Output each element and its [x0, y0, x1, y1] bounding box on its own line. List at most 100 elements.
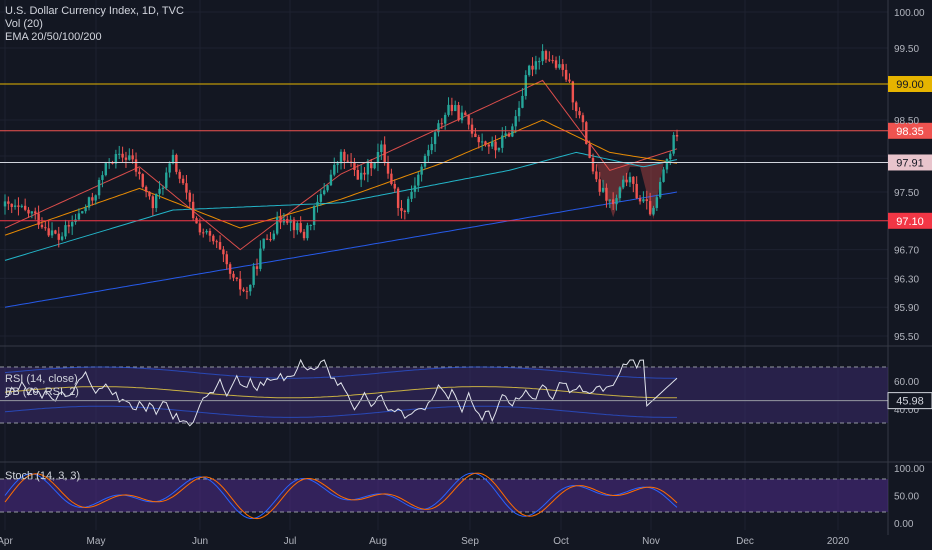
candle[interactable] — [538, 61, 541, 63]
candle[interactable] — [47, 228, 50, 236]
candle[interactable] — [659, 181, 662, 198]
candle[interactable] — [443, 114, 447, 124]
candle[interactable] — [491, 141, 494, 147]
candle[interactable] — [262, 238, 265, 249]
candle[interactable] — [111, 162, 114, 164]
candle[interactable] — [669, 153, 672, 160]
candle[interactable] — [326, 185, 329, 191]
candle[interactable] — [517, 107, 521, 117]
candle[interactable] — [407, 198, 410, 213]
candle[interactable] — [585, 122, 588, 144]
candles[interactable] — [3, 44, 679, 300]
candle[interactable] — [178, 171, 181, 179]
candle[interactable] — [151, 196, 155, 209]
candle[interactable] — [457, 105, 460, 121]
candle[interactable] — [245, 291, 249, 293]
candle[interactable] — [615, 198, 618, 205]
candle[interactable] — [114, 154, 118, 164]
candle[interactable] — [299, 223, 302, 232]
candle[interactable] — [269, 239, 272, 241]
candle[interactable] — [642, 199, 645, 202]
candle[interactable] — [400, 207, 403, 211]
candle[interactable] — [359, 172, 363, 180]
candle[interactable] — [645, 199, 648, 202]
candle[interactable] — [564, 69, 568, 80]
candle[interactable] — [259, 248, 262, 269]
candle[interactable] — [460, 112, 464, 121]
candle[interactable] — [81, 211, 84, 214]
candle[interactable] — [40, 224, 44, 228]
candle[interactable] — [87, 197, 91, 208]
candle[interactable] — [175, 154, 178, 172]
candle[interactable] — [77, 213, 81, 220]
candle[interactable] — [13, 205, 17, 207]
candle[interactable] — [71, 222, 74, 227]
candle[interactable] — [316, 201, 319, 207]
candle[interactable] — [208, 230, 212, 236]
candle[interactable] — [339, 151, 343, 164]
candle[interactable] — [568, 79, 571, 82]
candle[interactable] — [558, 64, 561, 68]
candle[interactable] — [235, 277, 239, 279]
candle[interactable] — [249, 284, 252, 292]
candle[interactable] — [242, 289, 245, 292]
candle[interactable] — [440, 123, 443, 125]
candle[interactable] — [511, 126, 514, 137]
candle[interactable] — [675, 134, 679, 137]
candle[interactable] — [218, 242, 222, 250]
candle[interactable] — [595, 171, 598, 180]
candle[interactable] — [447, 104, 450, 115]
candle[interactable] — [144, 186, 148, 192]
candle[interactable] — [138, 171, 141, 175]
candle[interactable] — [309, 224, 312, 226]
candle[interactable] — [165, 172, 168, 188]
candle[interactable] — [84, 207, 87, 212]
candle[interactable] — [494, 141, 497, 151]
candle[interactable] — [279, 216, 282, 223]
candle[interactable] — [470, 124, 474, 134]
candle[interactable] — [57, 233, 60, 240]
horizontal-levels[interactable]: 99.00 98.35 97.91 97.10 — [0, 76, 932, 229]
candle[interactable] — [531, 65, 534, 70]
candle[interactable] — [551, 60, 554, 62]
candle[interactable] — [302, 231, 306, 239]
candle[interactable] — [601, 187, 605, 192]
candle[interactable] — [380, 144, 383, 152]
candle[interactable] — [410, 191, 413, 199]
candle[interactable] — [464, 112, 467, 116]
candle[interactable] — [37, 213, 40, 225]
candle[interactable] — [386, 163, 390, 174]
candle[interactable] — [336, 163, 339, 165]
candle[interactable] — [655, 197, 659, 208]
candle[interactable] — [611, 199, 615, 205]
candle[interactable] — [393, 183, 396, 189]
candle[interactable] — [665, 159, 669, 170]
candle[interactable] — [188, 192, 191, 202]
candle[interactable] — [121, 153, 124, 158]
candle[interactable] — [618, 187, 622, 199]
candle[interactable] — [104, 162, 107, 176]
candle[interactable] — [10, 203, 13, 207]
candle[interactable] — [608, 199, 611, 201]
candle[interactable] — [67, 225, 71, 227]
candle[interactable] — [343, 151, 346, 161]
candle[interactable] — [60, 236, 64, 240]
candle[interactable] — [480, 141, 484, 143]
candle[interactable] — [27, 209, 30, 214]
candle[interactable] — [390, 173, 393, 184]
candle[interactable] — [17, 205, 20, 207]
candle[interactable] — [477, 137, 480, 143]
candle[interactable] — [333, 164, 336, 175]
candle[interactable] — [185, 183, 188, 193]
candle[interactable] — [581, 115, 585, 123]
candle[interactable] — [450, 104, 454, 112]
candle[interactable] — [575, 102, 578, 112]
candle[interactable] — [275, 216, 279, 234]
candle[interactable] — [484, 141, 487, 145]
candle[interactable] — [228, 264, 232, 274]
candle[interactable] — [252, 266, 255, 285]
candle[interactable] — [548, 59, 551, 61]
candle[interactable] — [413, 185, 417, 192]
candle[interactable] — [346, 160, 349, 162]
